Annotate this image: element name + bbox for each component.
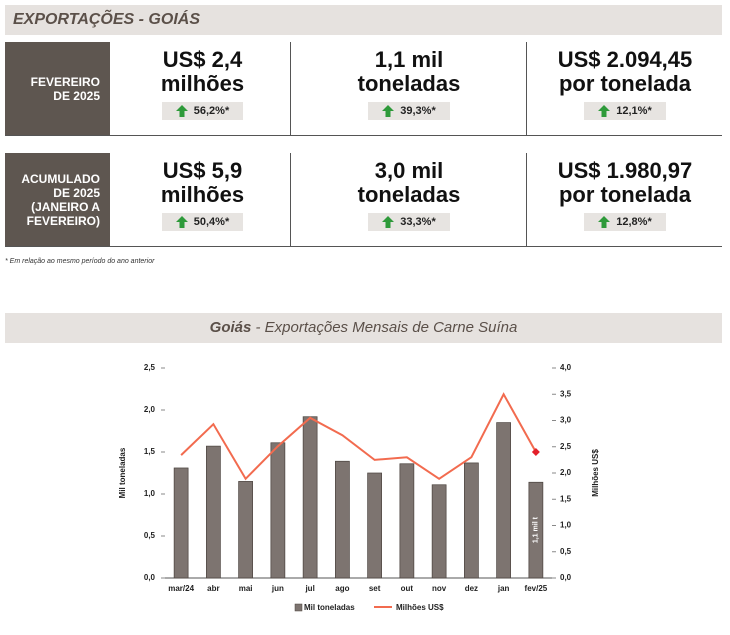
change-value: 56,2%* (193, 105, 230, 117)
row-label-box: ACUMULADO DE 2025 (JANEIRO A FEVEREIRO) (5, 153, 110, 246)
x-tick-label: ago (335, 584, 349, 593)
x-tick-label: nov (432, 584, 447, 593)
change-box: 39,3%* (368, 102, 450, 120)
x-tick-label: jul (304, 584, 314, 593)
x-tick-label: jan (497, 584, 510, 593)
stat-unit: por tonelada (558, 71, 691, 96)
y-tick-label: 1,0 (144, 489, 156, 498)
x-tick-label: out (401, 584, 414, 593)
line (180, 392, 537, 481)
y2-tick-label: 1,0 (560, 521, 572, 530)
up-arrow (598, 216, 611, 228)
chart-title: Goiás (209, 319, 252, 336)
header-bar: EXPORTAÇÕES - GOIÁS (5, 5, 722, 35)
stat-unit: milhões (160, 71, 245, 96)
x-tick-label: dez (465, 584, 478, 593)
legend-label: Milhões US$ (396, 603, 444, 612)
last-point-marker (531, 448, 540, 456)
change-box: 50,4%* (161, 213, 244, 231)
x-tick-label: mai (239, 584, 253, 593)
bar (238, 481, 253, 579)
bar (270, 442, 286, 579)
bar (206, 445, 221, 579)
x-tick-label: fev/25 (525, 584, 548, 593)
stat-cell: 3,0 mil toneladas 33,3%* (290, 153, 527, 246)
change-box: 12,1%* (584, 102, 666, 120)
bar (431, 484, 447, 579)
stat-cell: US$ 1.980,97 por tonelada 12,8%* (526, 153, 723, 246)
stat-unit: milhões (160, 182, 245, 207)
stat-row: ACUMULADO DE 2025 (JANEIRO A FEVEREIRO) U… (5, 153, 722, 247)
change-value: 50,4%* (193, 216, 230, 228)
y-tick-label: 0,0 (144, 573, 156, 582)
y2-tick-label: 3,5 (560, 389, 572, 398)
stat-row: FEVEREIRO DE 2025 US$ 2,4 milhões 56,2%* 1,1… (5, 42, 722, 136)
bar (399, 463, 415, 579)
stat-unit: toneladas (357, 182, 461, 207)
bar (335, 460, 350, 579)
chart-subtitle: - Exportações Mensais de Carne Suína (255, 319, 518, 336)
x-tick-label: abr (207, 584, 219, 593)
stat-value: US$ 1.980,97 (557, 158, 693, 183)
change-value: 12,1%* (616, 105, 652, 117)
bar (367, 472, 382, 579)
stat-value: 1,1 mil (374, 47, 444, 72)
x-tick-label: set (369, 584, 381, 593)
y2-tick-label: 4,0 (560, 363, 572, 372)
row-label: FEVEREIRO DE 2025 (30, 74, 100, 103)
legend-swatch (294, 603, 303, 612)
change-value: 39,3%* (400, 105, 436, 117)
up-arrow (382, 216, 395, 228)
header-title: EXPORTAÇÕES - GOIÁS (13, 11, 200, 28)
y-axis-label: Mil toneladas (118, 447, 127, 498)
stat-value: US$ 2,4 (162, 47, 243, 72)
footnote: * Em relação ao mesmo período do ano ant… (5, 258, 155, 265)
stat-value: 3,0 mil (374, 158, 444, 183)
bar (173, 467, 189, 579)
up-arrow (175, 105, 188, 117)
stat-unit: por tonelada (558, 182, 691, 207)
change-value: 33,3%* (400, 216, 436, 228)
bar (496, 422, 511, 579)
bar (464, 462, 479, 579)
stat-cell: US$ 5,9 milhões 50,4%* (115, 153, 290, 246)
chart-title-bar: Goiás - Exportações Mensais de Carne Suí… (5, 313, 722, 343)
y2-tick-label: 3,0 (560, 416, 572, 425)
y2-tick-label: 2,0 (560, 468, 572, 477)
stat-value: US$ 2.094,45 (557, 47, 693, 72)
change-box: 33,3%* (368, 213, 450, 231)
legend-label: Mil toneladas (304, 603, 355, 612)
y2-axis-label: Milhões US$ (591, 449, 600, 497)
row-label: ACUMULADO DE 2025 (JANEIRO A FEVEREIRO) (21, 171, 100, 228)
y2-tick-label: 2,5 (560, 442, 572, 451)
row-label-box: FEVEREIRO DE 2025 (5, 42, 110, 135)
y-tick-label: 1,5 (144, 447, 156, 456)
y2-tick-label: 0,0 (560, 573, 572, 582)
change-value: 12,8%* (616, 216, 652, 228)
bar (528, 481, 544, 579)
x-tick-label: jun (271, 584, 284, 593)
stat-unit: toneladas (357, 71, 461, 96)
x-tick-label: mar/24 (168, 584, 194, 593)
chart: 0,0 0,5 1,0 1,5 2,0 2,5 0,0 0,5 1,0 1,5 2,0 2,5 3,0 3… (118, 363, 600, 612)
up-arrow (382, 105, 395, 117)
stat-value: US$ 5,9 (162, 158, 243, 183)
stat-cell: US$ 2,4 milhões 56,2%* (115, 42, 290, 135)
stat-cell: US$ 2.094,45 por tonelada 12,1%* (526, 42, 723, 135)
bar-value-label: 1,1 mil t (533, 516, 540, 543)
bar (302, 416, 318, 579)
up-arrow (598, 105, 611, 117)
y2-tick-label: 0,5 (560, 547, 572, 556)
up-arrow (175, 216, 188, 228)
y-tick-label: 2,0 (144, 405, 156, 414)
change-box: 56,2%* (161, 102, 244, 120)
y-tick-label: 0,5 (144, 531, 156, 540)
y2-tick-label: 1,5 (560, 494, 572, 503)
y-tick-label: 2,5 (144, 363, 156, 372)
stat-cell: 1,1 mil toneladas 39,3%* (290, 42, 527, 135)
change-box: 12,8%* (584, 213, 666, 231)
